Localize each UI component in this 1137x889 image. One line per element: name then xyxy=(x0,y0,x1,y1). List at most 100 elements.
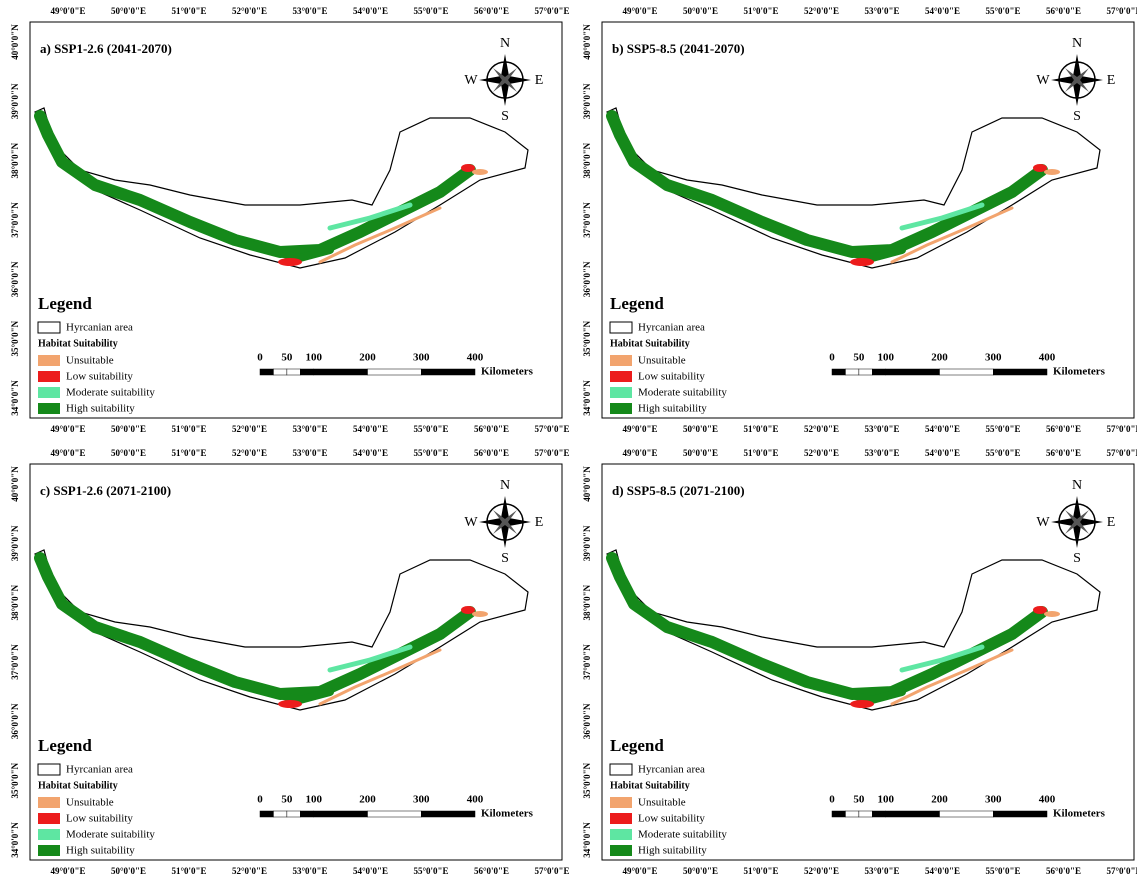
compass: N S E W xyxy=(1036,36,1115,124)
unsuitable-area xyxy=(890,206,1014,264)
longitude-label: 55°0'0"E xyxy=(985,6,1020,16)
longitude-label: 56°0'0"E xyxy=(1046,424,1081,434)
scale-label: 300 xyxy=(985,794,1002,806)
longitude-label: 52°0'0"E xyxy=(804,6,839,16)
low-suitability-area xyxy=(461,606,475,614)
scale-label: 200 xyxy=(931,794,948,806)
scale-segment xyxy=(993,810,1048,818)
scale-segment xyxy=(885,810,940,818)
panel-title: c) SSP1-2.6 (2071-2100) xyxy=(40,483,171,498)
low-suitability-area xyxy=(850,700,874,708)
legend-label: High suitability xyxy=(66,403,135,415)
scale-segment xyxy=(259,368,274,376)
map-frame xyxy=(601,21,1135,419)
longitude-label: 56°0'0"E xyxy=(474,448,509,458)
legend-swatch xyxy=(38,371,60,382)
scale-segment xyxy=(993,368,1048,376)
latitude-label: 40°0'0"N xyxy=(10,466,20,502)
latitude-label: 34°0'0"N xyxy=(582,380,592,416)
longitude-label: 56°0'0"E xyxy=(474,424,509,434)
longitude-label: 52°0'0"E xyxy=(232,6,267,16)
scale-segment xyxy=(367,368,422,376)
longitude-label: 51°0'0"E xyxy=(171,866,206,876)
scale-segment xyxy=(845,368,860,376)
longitude-label: 57°0'0"E xyxy=(534,424,569,434)
legend-label: Moderate suitability xyxy=(66,387,155,399)
high-suitability-area xyxy=(718,201,906,263)
legend-subtitle: Habitat Suitability xyxy=(38,780,118,791)
compass-north: N xyxy=(500,478,510,493)
legend-boundary-swatch xyxy=(609,321,633,334)
latitude-label: 36°0'0"N xyxy=(582,261,592,297)
longitude-label: 51°0'0"E xyxy=(743,424,778,434)
latitude-label: 40°0'0"N xyxy=(582,466,592,502)
moderate-suitability-area xyxy=(899,644,985,673)
map-frame xyxy=(29,21,563,419)
scale-label: 300 xyxy=(413,794,430,806)
scale-label: 400 xyxy=(467,794,484,806)
longitude-label: 49°0'0"E xyxy=(50,6,85,16)
latitude-label: 34°0'0"N xyxy=(10,822,20,858)
compass-south: S xyxy=(501,109,509,124)
low-suitability-area xyxy=(278,700,302,708)
compass-west: W xyxy=(1036,73,1050,88)
longitude-label: 51°0'0"E xyxy=(743,866,778,876)
longitude-label: 53°0'0"E xyxy=(864,6,899,16)
scale-segment xyxy=(421,810,476,818)
hyrcanian-boundary xyxy=(34,107,529,269)
compass-north: N xyxy=(1072,36,1082,51)
longitude-label: 49°0'0"E xyxy=(622,448,657,458)
longitude-label: 54°0'0"E xyxy=(925,6,960,16)
legend-swatch xyxy=(38,387,60,398)
map-frame xyxy=(601,463,1135,861)
latitude-label: 38°0'0"N xyxy=(10,584,20,620)
low-suitability-area xyxy=(1033,606,1047,614)
legend-label: Moderate suitability xyxy=(638,829,727,841)
longitude-label: 57°0'0"E xyxy=(1106,6,1137,16)
longitude-label: 53°0'0"E xyxy=(864,448,899,458)
legend-label: Unsuitable xyxy=(638,355,686,367)
longitude-label: 55°0'0"E xyxy=(413,448,448,458)
compass-east: E xyxy=(535,73,544,88)
scale-segment xyxy=(286,810,301,818)
legend-boundary-label: Hyrcanian area xyxy=(66,322,133,334)
legend-label: Unsuitable xyxy=(638,797,686,809)
longitude-label: 52°0'0"E xyxy=(232,866,267,876)
longitude-label: 57°0'0"E xyxy=(534,866,569,876)
longitude-label: 52°0'0"E xyxy=(804,424,839,434)
compass-east: E xyxy=(1107,515,1116,530)
latitude-label: 36°0'0"N xyxy=(10,703,20,739)
longitude-label: 54°0'0"E xyxy=(353,424,388,434)
legend-title: Legend xyxy=(38,294,92,313)
longitude-label: 53°0'0"E xyxy=(292,6,327,16)
longitude-label: 56°0'0"E xyxy=(1046,448,1081,458)
compass: N S E W xyxy=(1036,478,1115,566)
legend-subtitle: Habitat Suitability xyxy=(38,338,118,349)
unsuitable-area xyxy=(318,206,442,264)
legend-swatch xyxy=(38,797,60,808)
scale-segment xyxy=(273,810,288,818)
scale-label: 100 xyxy=(306,794,323,806)
legend-swatch xyxy=(610,371,632,382)
scale-segment xyxy=(831,810,846,818)
legend-label: Low suitability xyxy=(638,813,705,825)
unsuitable-area xyxy=(1044,169,1060,175)
scale-label: 0 xyxy=(829,352,835,364)
legend-subtitle: Habitat Suitability xyxy=(610,338,690,349)
compass-west: W xyxy=(464,73,478,88)
longitude-label: 49°0'0"E xyxy=(622,6,657,16)
legend-label: High suitability xyxy=(638,845,707,857)
scale-unit: Kilometers xyxy=(1053,808,1106,820)
longitude-label: 54°0'0"E xyxy=(353,866,388,876)
legend-swatch xyxy=(610,355,632,366)
longitude-label: 50°0'0"E xyxy=(111,6,146,16)
low-suitability-area xyxy=(461,164,475,172)
map-panel: 49°0'0"E 49°0'0"E 50°0'0"E 50°0'0"E 51°0'0"E… xyxy=(582,448,1137,876)
longitude-label: 50°0'0"E xyxy=(683,6,718,16)
longitude-label: 53°0'0"E xyxy=(292,866,327,876)
longitude-label: 49°0'0"E xyxy=(622,866,657,876)
map-frame xyxy=(29,463,563,861)
longitude-label: 55°0'0"E xyxy=(985,424,1020,434)
longitude-label: 49°0'0"E xyxy=(50,866,85,876)
